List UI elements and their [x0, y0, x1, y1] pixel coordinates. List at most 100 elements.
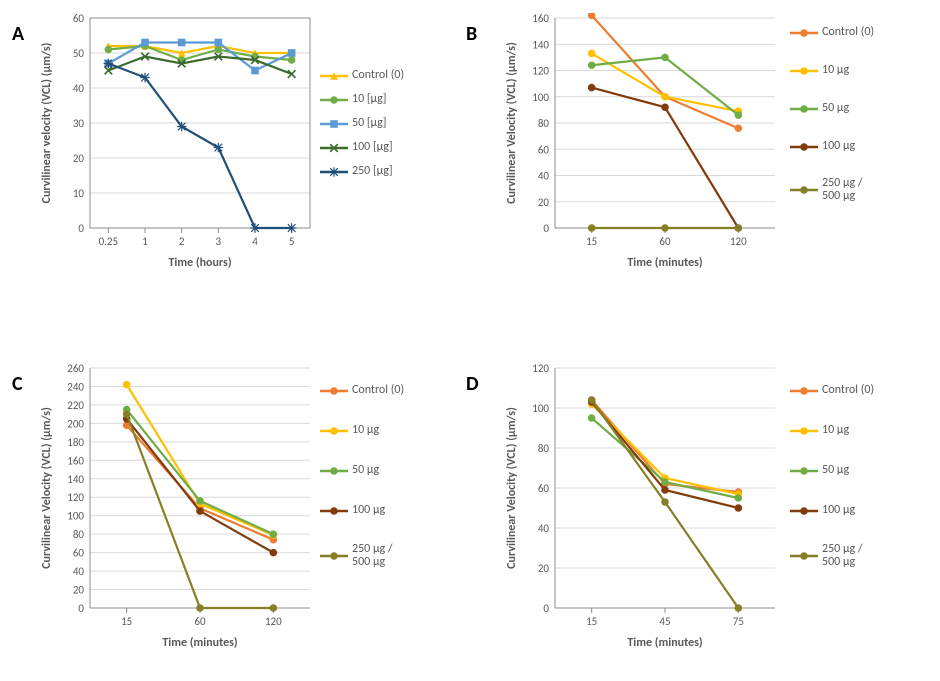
legend-swatch	[320, 69, 348, 83]
legend-label: 10 µg	[822, 64, 849, 77]
svg-text:0: 0	[78, 222, 84, 235]
legend-swatch	[790, 464, 818, 478]
legend-item: 250 [µg]	[320, 161, 430, 183]
panel-A-chart: 01020304050600.2512345Time (hours)Curvil…	[35, 13, 325, 283]
legend-item: 50 µg	[320, 460, 440, 482]
legend-swatch	[320, 93, 348, 107]
svg-text:80: 80	[73, 528, 85, 541]
legend-item: 50 µg	[790, 460, 900, 482]
legend-swatch	[790, 102, 818, 116]
svg-text:140: 140	[67, 473, 84, 486]
svg-text:15: 15	[586, 235, 597, 248]
legend-label: 250 [µg]	[352, 165, 393, 178]
svg-text:Time (minutes): Time (minutes)	[627, 636, 702, 650]
legend-label: 100 [µg]	[352, 141, 393, 154]
svg-text:60: 60	[73, 13, 85, 25]
svg-text:160: 160	[67, 454, 84, 467]
legend-label: Control (0)	[822, 384, 874, 397]
svg-text:Curvilinear Velocity (VCL) (µm: Curvilinear Velocity (VCL) (µm/s)	[40, 407, 54, 569]
svg-text:60: 60	[538, 143, 550, 156]
svg-text:5: 5	[289, 235, 295, 248]
legend-label: 10 µg	[822, 424, 849, 437]
panel-label-A: A	[12, 22, 24, 46]
legend-label: 10 [µg]	[352, 93, 386, 106]
svg-text:20: 20	[538, 196, 550, 209]
svg-text:Time (minutes): Time (minutes)	[162, 636, 237, 650]
svg-text:240: 240	[67, 380, 84, 393]
svg-text:40: 40	[73, 565, 85, 578]
panel-C-legend: Control (0)10 µg50 µg100 µg250 µg /500 µ…	[320, 380, 440, 590]
legend-swatch	[790, 549, 818, 563]
panel-D-chart: 020406080100120154575Time (minutes)Curvi…	[500, 363, 790, 663]
svg-text:50: 50	[73, 47, 85, 60]
legend-swatch	[790, 140, 818, 154]
svg-text:60: 60	[194, 615, 206, 628]
legend-item: 50 µg	[790, 98, 900, 120]
svg-text:15: 15	[586, 615, 597, 628]
svg-text:1: 1	[142, 235, 148, 248]
legend-label: 100 µg	[352, 504, 385, 517]
legend-label: 50 [µg]	[352, 117, 386, 130]
svg-text:Curvilinear Velocity (VCL) (µm: Curvilinear Velocity (VCL) (µm/s)	[505, 407, 519, 569]
legend-swatch	[790, 183, 818, 197]
figure: A01020304050600.2512345Time (hours)Curvi…	[0, 0, 940, 681]
legend-item: 10 µg	[790, 420, 900, 442]
legend-item: Control (0)	[790, 380, 900, 402]
legend-swatch	[320, 384, 348, 398]
panel-label-D: D	[466, 372, 479, 396]
svg-text:15: 15	[121, 615, 132, 628]
svg-text:3: 3	[216, 235, 222, 248]
svg-text:120: 120	[532, 363, 549, 375]
legend-item: 250 µg /500 µg	[320, 540, 440, 572]
panel-B-legend: Control (0)10 µg50 µg100 µg250 µg /500 µ…	[790, 22, 900, 222]
panel-C-chart: 0204060801001201401601802002202402601560…	[35, 363, 325, 663]
legend-label: Control (0)	[822, 26, 874, 39]
legend-item: 100 [µg]	[320, 137, 430, 159]
svg-text:140: 140	[532, 38, 549, 51]
svg-text:120: 120	[532, 65, 549, 78]
svg-text:120: 120	[730, 235, 747, 248]
svg-text:40: 40	[538, 522, 550, 535]
svg-text:100: 100	[67, 510, 84, 523]
svg-text:40: 40	[538, 170, 550, 183]
legend-item: 250 µg /500 µg	[790, 174, 900, 206]
svg-text:20: 20	[73, 152, 85, 165]
legend-swatch	[790, 384, 818, 398]
svg-text:60: 60	[538, 482, 550, 495]
svg-text:160: 160	[532, 13, 549, 25]
svg-text:40: 40	[73, 82, 85, 95]
panel-B-chart: 0204060801001201401601560120Time (minute…	[500, 13, 790, 283]
svg-text:180: 180	[67, 436, 84, 449]
legend-label: 50 µg	[352, 464, 379, 477]
svg-text:Curvilinear Velocity (VCL) (µm: Curvilinear Velocity (VCL) (µm/s)	[505, 42, 519, 204]
legend-swatch	[790, 64, 818, 78]
legend-label: 10 µg	[352, 424, 379, 437]
svg-text:100: 100	[532, 91, 549, 104]
legend-item: 250 µg /500 µg	[790, 540, 900, 572]
legend-label: 50 µg	[822, 464, 849, 477]
svg-text:120: 120	[67, 491, 84, 504]
svg-text:45: 45	[659, 615, 670, 628]
legend-label: 50 µg	[822, 102, 849, 115]
svg-text:120: 120	[265, 615, 282, 628]
legend-swatch	[320, 464, 348, 478]
panel-label-C: C	[12, 372, 23, 396]
svg-text:4: 4	[252, 235, 258, 248]
svg-text:Time (minutes): Time (minutes)	[627, 256, 702, 270]
svg-text:30: 30	[73, 117, 85, 130]
svg-text:80: 80	[538, 442, 550, 455]
svg-text:0: 0	[78, 602, 84, 615]
legend-swatch	[320, 549, 348, 563]
svg-text:60: 60	[73, 547, 85, 560]
panel-A-legend: Control (0)10 [µg]50 [µg]100 [µg]250 [µg…	[320, 65, 430, 185]
legend-item: 10 µg	[790, 60, 900, 82]
legend-item: 10 [µg]	[320, 89, 430, 111]
legend-label: 250 µg /500 µg	[822, 177, 863, 203]
svg-text:20: 20	[73, 584, 85, 597]
legend-item: Control (0)	[790, 22, 900, 44]
svg-text:60: 60	[659, 235, 671, 248]
svg-text:80: 80	[538, 117, 550, 130]
svg-text:2: 2	[179, 235, 185, 248]
legend-swatch	[320, 424, 348, 438]
legend-swatch	[790, 424, 818, 438]
